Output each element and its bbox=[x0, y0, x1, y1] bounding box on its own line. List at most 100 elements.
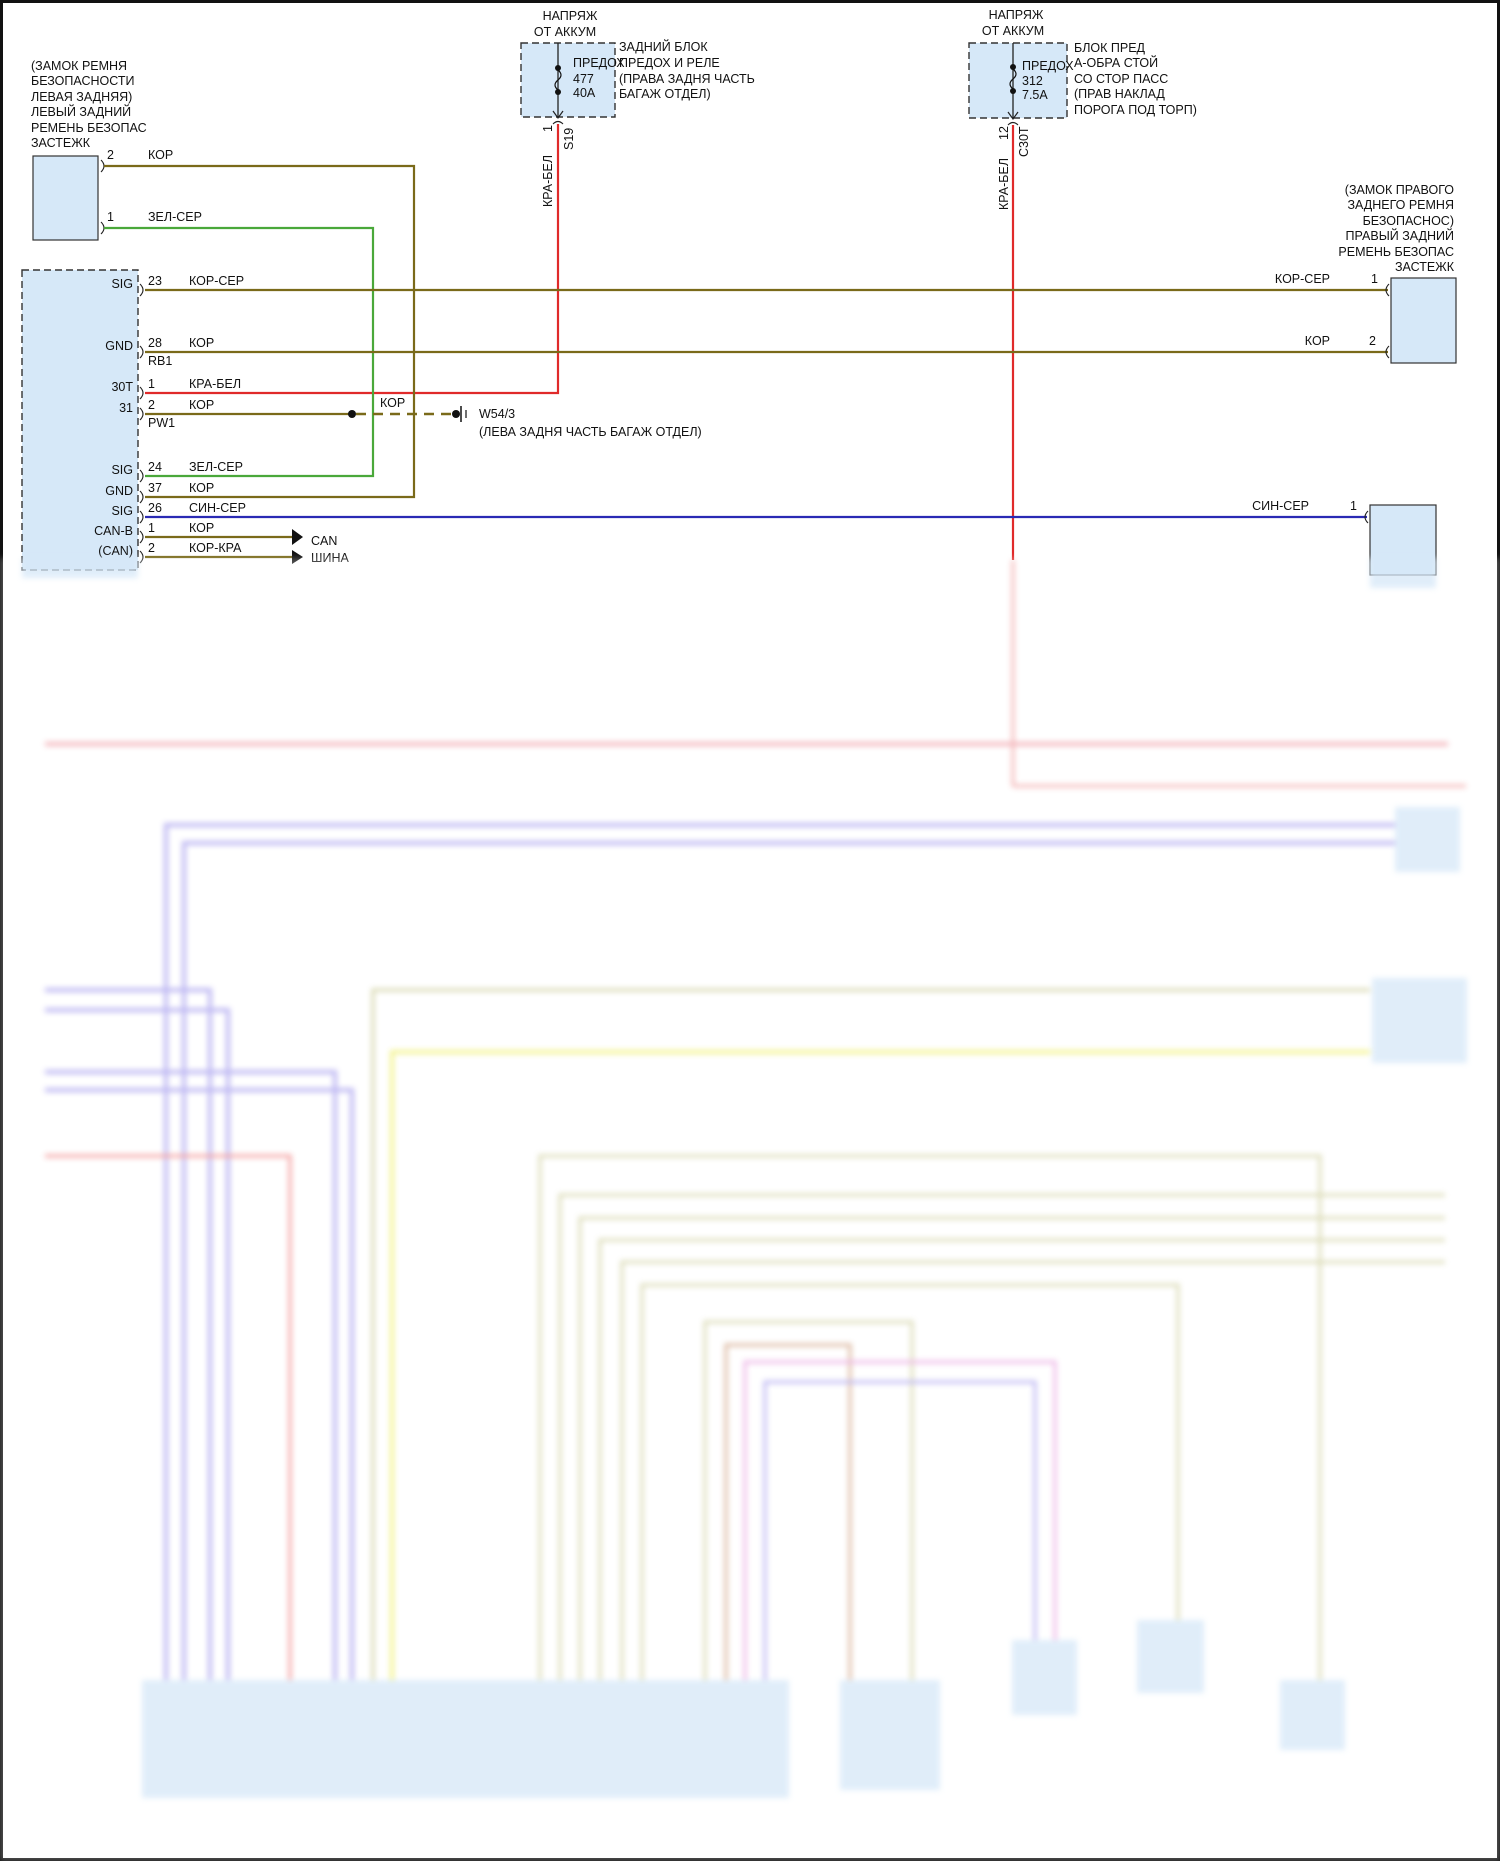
fuse-label: ПРЕДОХ bbox=[573, 56, 625, 70]
component-label: ЛЕВЫЙ ЗАДНИЙ bbox=[31, 104, 131, 119]
wire-color-label: ЗЕЛ-СЕР bbox=[148, 210, 202, 224]
wire-buckle-ground bbox=[104, 164, 416, 499]
fuse-location: ПРЕДОХ И РЕЛЕ bbox=[619, 56, 720, 70]
supply-label: ОТ АККУМ bbox=[982, 24, 1044, 38]
pin-number: 2 bbox=[107, 148, 114, 162]
fuse-icon bbox=[555, 65, 561, 71]
wire-color-label: КРА-БЕЛ bbox=[997, 158, 1011, 210]
arrow-icon bbox=[292, 529, 303, 545]
pin-number: 1 bbox=[1350, 499, 1357, 513]
fuse-number: 312 bbox=[1022, 74, 1043, 88]
component-label: РЕМЕНЬ БЕЗОПАС bbox=[1338, 245, 1454, 259]
ground-location: (ЛЕВА ЗАДНЯ ЧАСТЬ БАГАЖ ОТДЕЛ) bbox=[479, 425, 702, 439]
pin-number: 2 bbox=[1369, 334, 1376, 348]
pin-number: 2 bbox=[148, 541, 155, 555]
fuse-rating: 7.5A bbox=[1022, 88, 1048, 102]
module-pin-row: SIG 26 СИН-СЕР bbox=[111, 501, 246, 524]
component-label: БЕЗОПАСНОС) bbox=[1363, 214, 1454, 228]
module-box bbox=[21, 269, 139, 571]
component-label: (ЗАМОК РЕМНЯ bbox=[31, 59, 127, 73]
fuse-location: ЗАДНИЙ БЛОК bbox=[619, 39, 708, 54]
pin-function: CAN-B bbox=[94, 524, 133, 538]
connector-id: PW1 bbox=[148, 416, 175, 430]
pin-number: 1 bbox=[148, 377, 155, 391]
wire-color-label: КОР bbox=[189, 336, 214, 350]
ground-id: W54/3 bbox=[479, 407, 515, 421]
module-pin-row: GND 28 КОР RB1 bbox=[105, 336, 214, 368]
pin-number: 37 bbox=[148, 481, 162, 495]
fuse-icon bbox=[1010, 64, 1016, 70]
fuse-number: 477 bbox=[573, 72, 594, 86]
pin-function: (CAN) bbox=[98, 544, 133, 558]
module-pin-row: 31 2 КОР PW1 bbox=[119, 398, 214, 430]
fuse-location: (ПРАВ НАКЛАД bbox=[1074, 87, 1165, 101]
arrow-icon bbox=[552, 110, 564, 120]
pin-function: GND bbox=[105, 484, 133, 498]
wire-color-label: КОР-СЕР bbox=[1275, 272, 1330, 286]
component-label: ЗАСТЕЖК bbox=[31, 136, 91, 150]
fuse-location: БЛОК ПРЕД bbox=[1074, 41, 1146, 55]
wire-color-label: КРА-БЕЛ bbox=[541, 155, 555, 207]
fuse-block-left: НАПРЯЖ ОТ АККУМ ПРЕДОХ 477 40A ЗАДНИЙ БЛ… bbox=[520, 9, 755, 207]
connector-id: S19 bbox=[562, 128, 576, 150]
pin-number: 1 bbox=[1371, 272, 1378, 286]
component-label: БЕЗОПАСНОСТИ bbox=[31, 74, 134, 88]
fuse-block-right: НАПРЯЖ ОТ АККУМ ПРЕДОХ 312 7.5A БЛОК ПРЕ… bbox=[968, 8, 1197, 210]
connector-id: RB1 bbox=[148, 354, 172, 368]
module-pin-row: SIG 24 ЗЕЛ-СЕР bbox=[111, 460, 243, 483]
wire-color-label: КОР bbox=[189, 398, 214, 412]
component-label: ЗАДНЕГО РЕМНЯ bbox=[1347, 198, 1454, 212]
wire-color-label: КРА-БЕЛ bbox=[189, 377, 241, 391]
pin-number: 23 bbox=[148, 274, 162, 288]
component-label: РЕМЕНЬ БЕЗОПАС bbox=[31, 121, 147, 135]
module-pin-row: 30T 1 КРА-БЕЛ bbox=[111, 377, 241, 400]
can-bus-label: ШИНА bbox=[311, 551, 349, 565]
fuse-location: А-ОБРА СТОЙ bbox=[1074, 55, 1158, 70]
pin-number: 12 bbox=[997, 126, 1011, 140]
wire-color-label: КОР bbox=[189, 481, 214, 495]
control-module bbox=[21, 269, 139, 571]
pin-number: 1 bbox=[148, 521, 155, 535]
module-pin-row: CAN-B 1 КОР bbox=[94, 521, 214, 544]
pin-function: SIG bbox=[111, 504, 133, 518]
splice-dot bbox=[348, 410, 356, 418]
wire-30t bbox=[145, 124, 560, 395]
pin-function: SIG bbox=[111, 463, 133, 477]
pin-function: SIG bbox=[111, 277, 133, 291]
supply-label: НАПРЯЖ bbox=[543, 9, 598, 23]
fuse-rating: 40A bbox=[573, 86, 596, 100]
wire-color-label: КОР bbox=[189, 521, 214, 535]
fuse-label: ПРЕДОХ bbox=[1022, 59, 1074, 73]
module-pin-row: (CAN) 2 КОР-КРА bbox=[98, 541, 242, 564]
pin-function: 31 bbox=[119, 401, 133, 415]
fuse-location: (ПРАВА ЗАДНЯ ЧАСТЬ bbox=[619, 72, 755, 86]
blurred-diagram-section bbox=[0, 558, 1500, 1861]
supply-label: НАПРЯЖ bbox=[989, 8, 1044, 22]
can-bus-label: CAN bbox=[311, 534, 337, 548]
buckle-connector bbox=[1390, 277, 1457, 364]
component-label: ЗАСТЕЖК bbox=[1395, 260, 1455, 274]
connector-id: C30T bbox=[1017, 126, 1031, 157]
component-label: (ЗАМОК ПРАВОГО bbox=[1345, 183, 1454, 197]
fuse-box bbox=[968, 42, 1068, 119]
fuse-location: СО СТОР ПАСС bbox=[1074, 72, 1168, 86]
wire-color-label: КОР bbox=[380, 396, 405, 410]
arrow-icon bbox=[1007, 111, 1019, 121]
ground-icon bbox=[460, 406, 467, 422]
pin-number: 26 bbox=[148, 501, 162, 515]
pin-number: 1 bbox=[107, 210, 114, 224]
wire-color-label: КОР bbox=[148, 148, 173, 162]
pin-number: 24 bbox=[148, 460, 162, 474]
buckle-connector bbox=[32, 155, 99, 241]
arrow-icon bbox=[292, 550, 303, 564]
wire-color-label: СИН-СЕР bbox=[189, 501, 246, 515]
fuse-box bbox=[520, 42, 616, 118]
fuse-location: БАГАЖ ОТДЕЛ) bbox=[619, 87, 711, 101]
wire-color-label: КОР-КРА bbox=[189, 541, 242, 555]
right-seatbelt-buckle: (ЗАМОК ПРАВОГО ЗАДНЕГО РЕМНЯ БЕЗОПАСНОС)… bbox=[1275, 183, 1457, 364]
pin-number: 1 bbox=[541, 125, 555, 132]
component-label: ПРАВЫЙ ЗАДНИЙ bbox=[1346, 228, 1454, 243]
pin-number: 28 bbox=[148, 336, 162, 350]
